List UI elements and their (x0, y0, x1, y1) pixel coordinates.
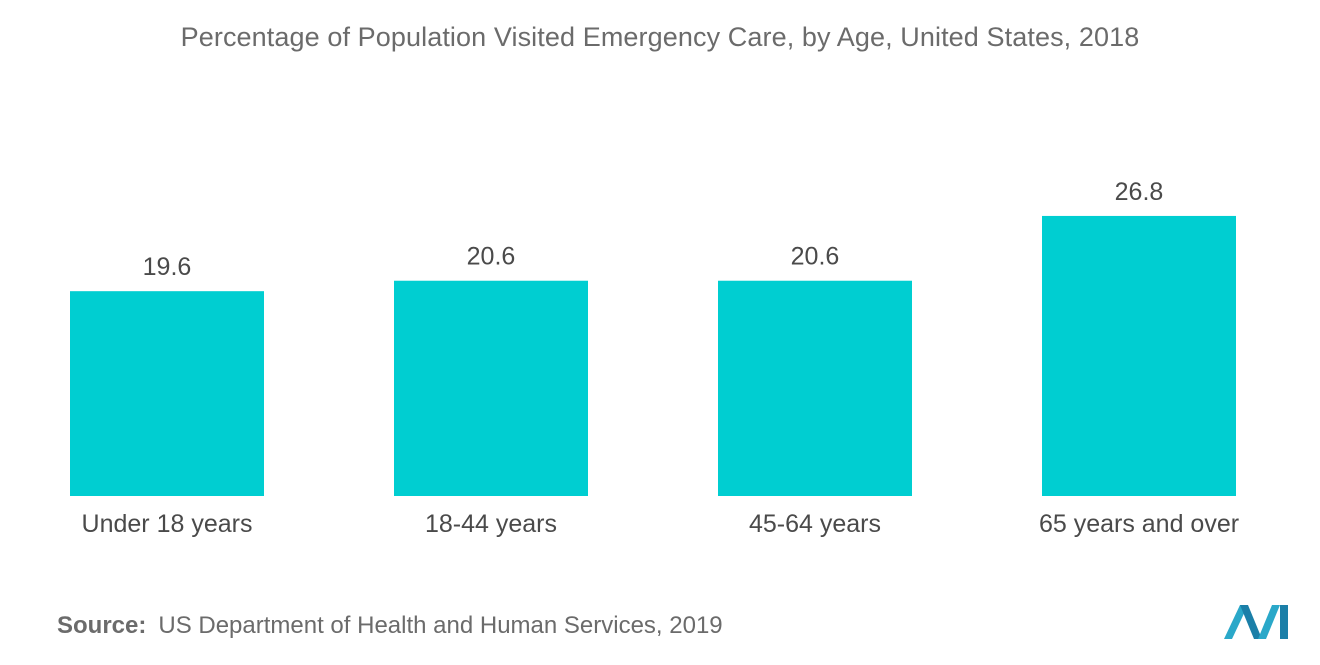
source-label: Source: (57, 612, 147, 639)
source-note: Source: US Department of Health and Human… (57, 612, 723, 640)
bar-chart: 19.6 Under 18 years 20.6 18-44 years 20.6 45-… (70, 178, 1239, 538)
bar-2 (394, 280, 588, 496)
logo-shape-right-b (1280, 605, 1288, 639)
x-tick-label-2: 18-44 years (425, 510, 557, 538)
mordor-intelligence-logo-icon (1224, 605, 1288, 639)
x-tick-label-1: Under 18 years (82, 510, 253, 538)
source-text: US Department of Health and Human Servic… (158, 612, 723, 639)
data-label-3: 20.6 (791, 243, 840, 271)
bar-3 (718, 280, 912, 496)
logo-shape-left (1224, 605, 1248, 639)
logo-shape-mid (1240, 605, 1262, 639)
x-tick-label-4: 65 years and over (1039, 510, 1239, 538)
chart-title: Percentage of Population Visited Emergen… (180, 22, 1140, 52)
data-label-2: 20.6 (467, 243, 516, 271)
bar-4 (1042, 215, 1236, 496)
x-tick-label-3: 45-64 years (749, 510, 881, 538)
bar-1 (70, 291, 264, 496)
logo-shape-right-a (1258, 605, 1280, 639)
data-label-4: 26.8 (1115, 178, 1164, 206)
data-label-1: 19.6 (143, 253, 192, 281)
